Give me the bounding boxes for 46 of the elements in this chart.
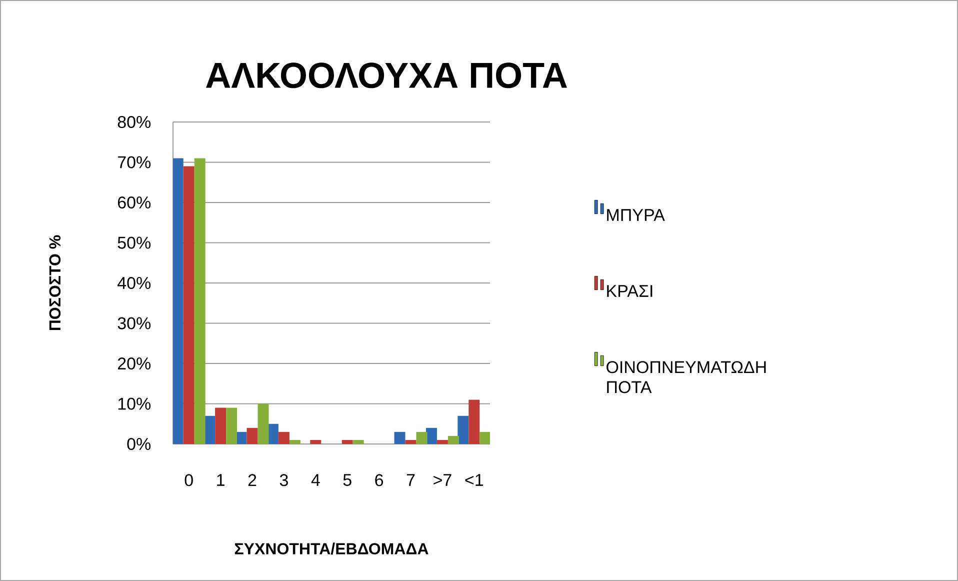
legend-label: ΟΙΝΟΠΝΕΥΜΑΤΩΔΗ ΠΟΤΑ [606,361,766,394]
bar [278,432,290,444]
bar [173,158,184,444]
legend-label: ΚΡΑΣΙ [607,285,652,297]
bar [289,440,300,444]
x-tick-label: 2 [248,474,256,486]
bar [352,440,364,444]
bar [226,408,238,444]
bar [480,432,490,444]
bar [194,158,206,444]
bar [436,440,448,444]
y-tick-label: 10% [118,398,151,410]
bar [342,440,353,444]
y-tick-label: 50% [118,236,151,249]
legend-label: ΜΠΥΡΑ [607,209,665,221]
y-tick-label: 70% [118,156,151,168]
y-tick-label: 0% [127,438,151,450]
bar [215,408,226,444]
bar [416,432,428,444]
y-tick-label: 40% [118,276,151,290]
bar [246,428,258,444]
bar [448,436,459,444]
x-tick-label: 3 [280,474,288,486]
bar [236,432,247,444]
y-tick-label: 20% [118,357,151,370]
bar [458,416,469,444]
y-tick-label: 30% [118,317,151,330]
y-tick-label: 80% [118,116,151,128]
bar [405,440,416,444]
x-tick-label: 1 [217,474,224,486]
x-tick-label: 5 [343,474,352,486]
x-tick-label: 7 [406,474,415,486]
bar [183,166,194,444]
bar [310,440,322,444]
bar [258,404,269,444]
bar [468,400,480,444]
x-tick-label: <1 [465,474,484,486]
y-axis-title: ΠΟΣΟΣΤΟ % [49,235,61,330]
x-tick-label: 4 [311,474,320,486]
y-tick-label: 60% [118,196,151,209]
x-tick-label: >7 [434,474,452,486]
chart-title: ΑΛΚΟΟΛΟΥΧΑ ΠΟΤΑ [206,62,567,88]
x-tick-label: 6 [375,474,384,486]
bar [394,432,406,444]
x-axis-title: ΣΥΧΝΟΤΗΤΑ/ΕΒΔΟΜΑΔΑ [234,542,428,555]
x-tick-label: 0 [184,474,193,486]
